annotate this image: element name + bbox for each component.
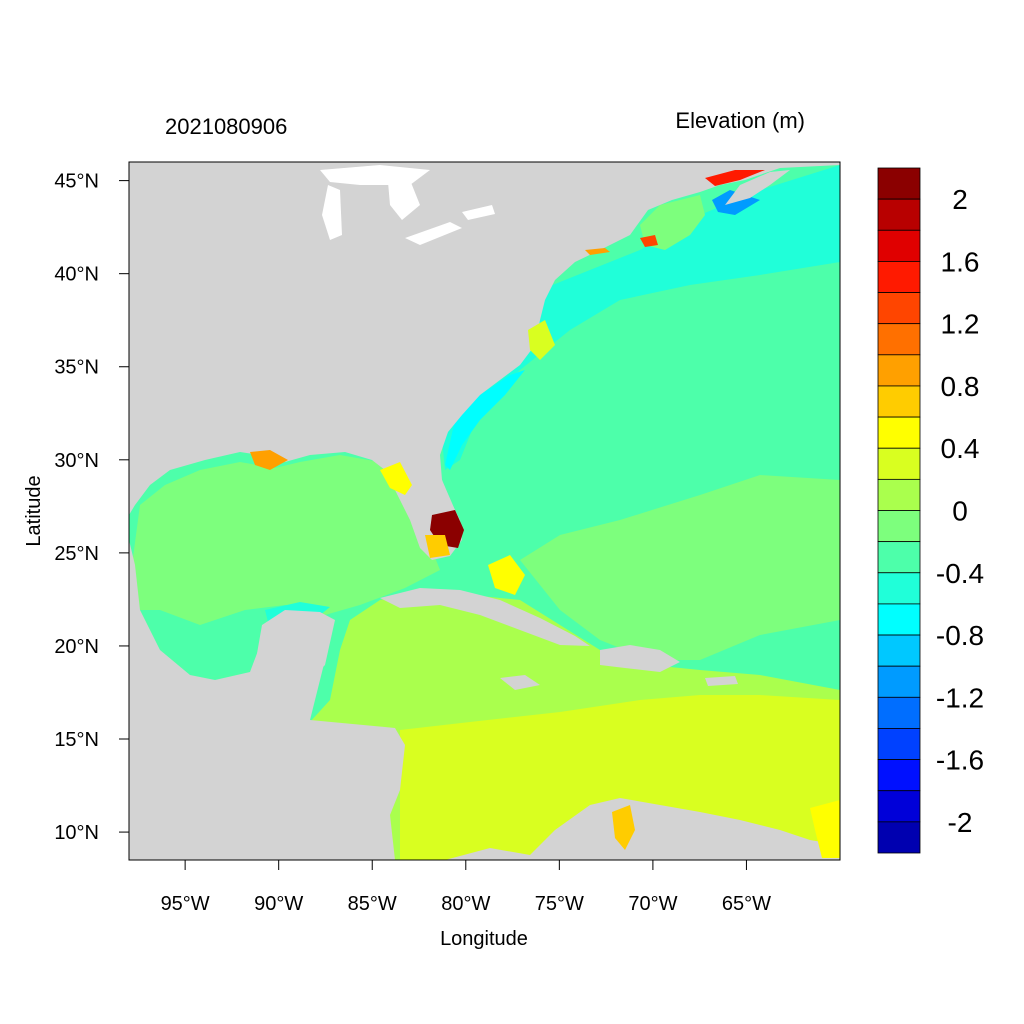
colorbar-label: -0.4 bbox=[936, 558, 984, 589]
land-jamaica bbox=[500, 675, 540, 690]
land-yucatan bbox=[255, 610, 335, 690]
x-tick-label: 95°W bbox=[161, 893, 210, 915]
x-tick-label: 75°W bbox=[535, 893, 584, 915]
colorbar-swatch bbox=[877, 292, 921, 325]
ocean-gulf-stream-band bbox=[440, 165, 840, 470]
great-lakes bbox=[320, 165, 495, 245]
surge-trinidad bbox=[810, 800, 840, 858]
colorbar-label: 1.6 bbox=[941, 246, 980, 277]
colorbar-swatch bbox=[877, 634, 921, 667]
colorbar-swatch bbox=[877, 665, 921, 698]
colorbar-swatch bbox=[877, 572, 921, 605]
colorbar-label: 0.8 bbox=[941, 371, 980, 402]
ocean-gulf-of-maine bbox=[640, 195, 705, 250]
map-frame bbox=[128, 161, 841, 861]
surge-long-island bbox=[585, 248, 610, 255]
x-tick-label: 90°W bbox=[254, 893, 303, 915]
surge-bahamas bbox=[488, 555, 525, 595]
colorbar-labels: 2 1.6 1.2 0.8 0.4 0 -0.4 -0.8 -1.2 -1.6 -2 bbox=[936, 184, 984, 838]
map-panel bbox=[129, 162, 840, 860]
y-tick-label: 30°N bbox=[54, 450, 99, 472]
land-mexico-central-america bbox=[129, 540, 405, 860]
colorbar-label: -1.2 bbox=[936, 682, 984, 713]
y-tick-label: 25°N bbox=[54, 543, 99, 565]
colorbar-swatch bbox=[877, 790, 921, 823]
land-nova-scotia bbox=[725, 170, 790, 205]
colorbar-label: 0.4 bbox=[941, 433, 980, 464]
colorbar-swatch bbox=[877, 510, 921, 543]
x-tick-label: 80°W bbox=[441, 893, 490, 915]
y-tick-label: 45°N bbox=[54, 171, 99, 193]
surge-fundy bbox=[705, 170, 765, 186]
lake-ontario bbox=[462, 205, 495, 220]
x-axis-label: Longitude bbox=[440, 928, 528, 950]
land-puerto-rico bbox=[705, 676, 738, 686]
colorbar-label: 0 bbox=[952, 496, 968, 527]
land bbox=[129, 162, 840, 860]
surge-maracaibo bbox=[612, 805, 635, 850]
colorbar-swatch bbox=[877, 323, 921, 356]
colorbar-label: 1.2 bbox=[941, 309, 980, 340]
lake-huron bbox=[388, 180, 420, 220]
colorbar-swatch bbox=[877, 728, 921, 760]
y-tick-label: 20°N bbox=[54, 636, 99, 658]
colorbar-swatch bbox=[877, 759, 921, 792]
y-axis-label: Latitude bbox=[23, 475, 45, 546]
colorbar-swatch bbox=[877, 541, 921, 574]
y-axis-ticks: 45°N 40°N 35°N 30°N 25°N 20°N 15°N 10°N bbox=[54, 171, 129, 844]
surge-big-bend bbox=[380, 462, 412, 495]
colorbar-swatch bbox=[877, 696, 921, 729]
ocean-shelf-cyan bbox=[445, 370, 525, 470]
x-tick-label: 65°W bbox=[722, 893, 771, 915]
colorbar-label: 2 bbox=[952, 184, 968, 215]
colorbar bbox=[877, 167, 921, 854]
ocean-gulf-green-light bbox=[140, 605, 285, 678]
x-tick-label: 85°W bbox=[348, 893, 397, 915]
colorbar-swatch bbox=[877, 229, 921, 262]
colorbar-swatch bbox=[877, 354, 921, 387]
surge-chesapeake bbox=[528, 320, 555, 360]
left-title: 2021080906 bbox=[165, 114, 287, 139]
y-tick-label: 40°N bbox=[54, 264, 99, 286]
land-cuba bbox=[380, 588, 590, 646]
y-tick-label: 10°N bbox=[54, 822, 99, 844]
y-tick-label: 15°N bbox=[54, 729, 99, 751]
surge-florida-keys bbox=[425, 535, 450, 558]
lake-michigan bbox=[322, 185, 342, 240]
colorbar-swatch bbox=[877, 198, 921, 231]
colorbar-swatch bbox=[877, 821, 921, 854]
colorbar-swatch bbox=[877, 478, 921, 511]
lake-superior bbox=[320, 165, 430, 185]
lake-erie bbox=[405, 222, 462, 245]
colorbar-swatch bbox=[877, 261, 921, 293]
colorbar-swatch bbox=[877, 447, 921, 480]
land-south-america bbox=[445, 798, 840, 860]
land-north-america bbox=[129, 162, 840, 560]
x-tick-label: 70°W bbox=[628, 893, 677, 915]
y-tick-label: 35°N bbox=[54, 357, 99, 379]
colorbar-swatch bbox=[877, 167, 921, 200]
colorbar-label: -1.6 bbox=[936, 745, 984, 776]
land-hispaniola bbox=[600, 645, 680, 672]
colorbar-label: -2 bbox=[948, 807, 973, 838]
colorbar-label: -0.8 bbox=[936, 620, 984, 651]
x-axis-ticks: 95°W 90°W 85°W 80°W 75°W 70°W 65°W bbox=[161, 860, 771, 915]
colorbar-swatch bbox=[877, 385, 921, 418]
surge-cape-cod bbox=[640, 235, 658, 247]
ocean-atlantic-east bbox=[520, 475, 840, 660]
surge-louisiana bbox=[250, 450, 288, 470]
right-title: Elevation (m) bbox=[675, 108, 805, 133]
colorbar-swatch bbox=[877, 603, 921, 636]
colorbar-swatch bbox=[877, 416, 921, 449]
